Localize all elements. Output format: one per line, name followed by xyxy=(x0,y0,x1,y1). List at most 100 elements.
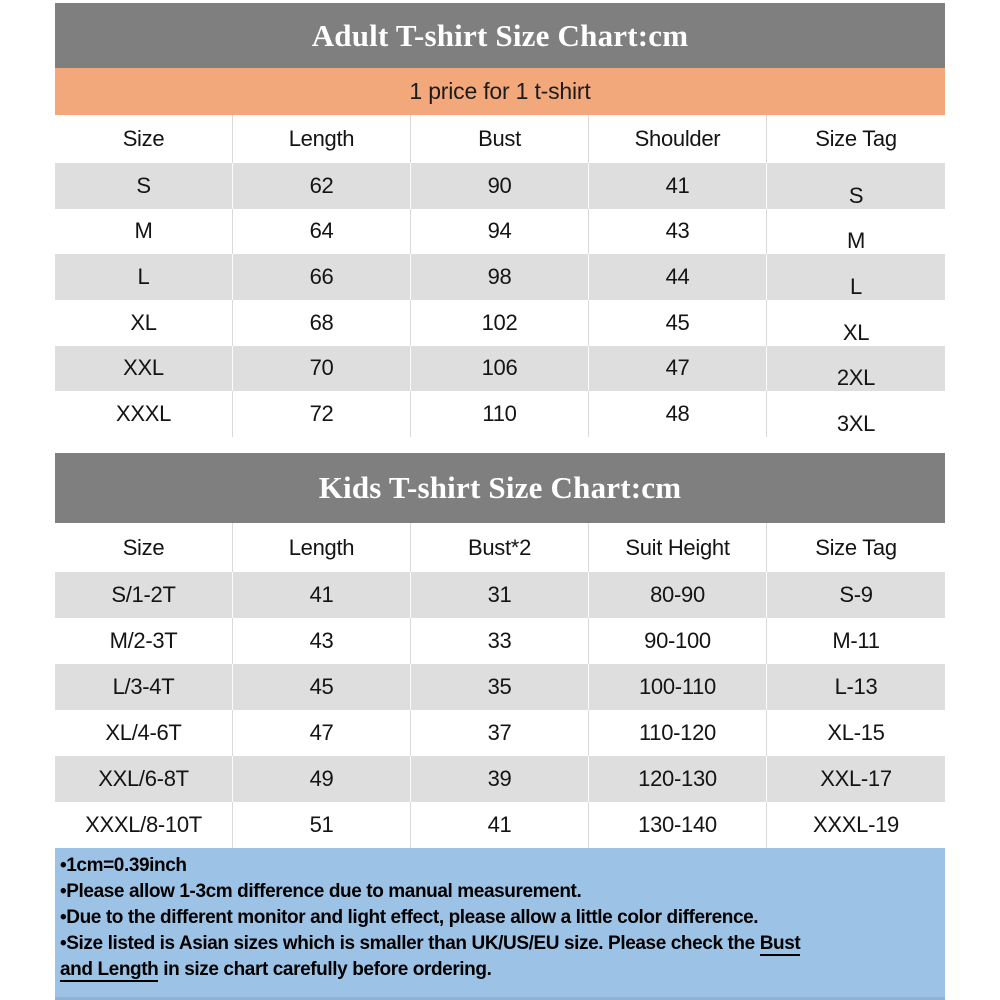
table-cell: 130-140 xyxy=(589,802,767,848)
table-cell: 41 xyxy=(233,572,411,618)
table-row: XXXL 72 110 48 3XL xyxy=(55,391,945,437)
adult-column-header-shoulder: Shoulder xyxy=(589,115,767,163)
table-cell: XXL-17 xyxy=(820,766,892,791)
table-cell: M xyxy=(846,228,866,254)
table-cell: 45 xyxy=(233,664,411,710)
table-cell: 100-110 xyxy=(589,664,767,710)
kids-column-header-suit-height: Suit Height xyxy=(589,523,767,572)
table-cell: L xyxy=(55,254,233,300)
table-cell: L-13 xyxy=(834,674,878,699)
table-cell: 110 xyxy=(411,391,589,437)
table-row: XXL 70 106 47 2XL xyxy=(55,345,945,392)
adult-section-title: Adult T-shirt Size Chart:cm xyxy=(311,17,689,53)
table-row: L 66 98 44 L xyxy=(55,254,945,300)
table-cell: XXXL-19 xyxy=(813,812,899,837)
table-cell: XL xyxy=(842,319,870,345)
table-cell: XXXL xyxy=(55,391,233,437)
note-text: Due to the different monitor and light e… xyxy=(66,907,759,928)
table-cell: 90 xyxy=(411,163,589,209)
table-cell: 45 xyxy=(589,299,767,346)
table-cell: 43 xyxy=(233,618,411,664)
adult-column-header-size: Size xyxy=(55,115,233,163)
note-line-asian-size: •Size listed is Asian sizes which is sma… xyxy=(60,931,933,983)
table-cell: 80-90 xyxy=(589,572,767,618)
kids-table-body: S/1-2T 41 31 80-90 S-9 M/2-3T 43 33 90-100 M-11 L/… xyxy=(55,572,945,848)
note-text: Size listed is Asian sizes which is smal… xyxy=(66,933,760,954)
table-cell: 33 xyxy=(411,618,589,664)
table-cell: 39 xyxy=(411,756,589,802)
kids-column-header-size-tag: Size Tag xyxy=(815,534,897,560)
table-cell: XXXL/8-10T xyxy=(55,802,233,848)
table-cell: 51 xyxy=(233,802,411,848)
table-cell: XL-15 xyxy=(827,720,885,745)
table-cell: 64 xyxy=(233,208,411,255)
bullet-icon: • xyxy=(60,907,67,928)
kids-title-bar: Kids T-shirt Size Chart:cm xyxy=(55,453,945,523)
table-row: XXXL/8-10T 51 41 130-140 XXXL-19 xyxy=(55,802,945,848)
table-cell: 94 xyxy=(411,208,589,255)
adult-column-header-size-tag: Size Tag xyxy=(815,126,897,151)
kids-column-header-bust2: Bust*2 xyxy=(411,523,589,572)
table-cell: 120-130 xyxy=(589,756,767,802)
table-cell: 31 xyxy=(411,572,589,618)
price-note-bar: 1 price for 1 t-shirt xyxy=(55,68,945,115)
note-text-underlined: Bust xyxy=(759,933,801,956)
table-cell: 35 xyxy=(411,664,589,710)
adult-title-bar: Adult T-shirt Size Chart:cm xyxy=(55,3,945,68)
bullet-icon: • xyxy=(60,881,67,902)
table-cell: 43 xyxy=(589,208,767,255)
table-cell: 90-100 xyxy=(589,618,767,664)
table-cell: 37 xyxy=(411,710,589,756)
adult-table-body: S 62 90 41 S M 64 94 43 M L 66 98 44 L XL 68 102 45 XL XXL 70… xyxy=(55,163,945,437)
bullet-icon: • xyxy=(60,933,67,954)
table-row: XL/4-6T 47 37 110-120 XL-15 xyxy=(55,710,945,756)
kids-column-header-length: Length xyxy=(233,523,411,572)
table-cell: M/2-3T xyxy=(55,618,233,664)
table-cell: S-9 xyxy=(839,582,873,607)
table-cell: L xyxy=(850,274,862,300)
kids-column-header-size: Size xyxy=(55,523,233,572)
table-cell: M-11 xyxy=(832,628,880,653)
table-cell: S xyxy=(848,182,864,208)
table-cell: 49 xyxy=(233,756,411,802)
table-cell: 44 xyxy=(589,254,767,300)
kids-section-title: Kids T-shirt Size Chart:cm xyxy=(318,470,682,505)
table-row: XL 68 102 45 XL xyxy=(55,299,945,346)
table-cell: 3XL xyxy=(836,411,876,437)
table-row: S/1-2T 41 31 80-90 S-9 xyxy=(55,572,945,618)
note-text: Please allow 1-3cm difference due to man… xyxy=(66,881,582,902)
table-cell: 62 xyxy=(233,163,411,209)
note-line-conversion: •1cm=0.39inch xyxy=(60,853,933,879)
table-cell: 48 xyxy=(589,391,767,437)
table-cell: S/1-2T xyxy=(55,572,233,618)
price-note-text: 1 price for 1 t-shirt xyxy=(409,78,591,104)
table-cell: 41 xyxy=(589,163,767,209)
table-cell: 102 xyxy=(411,299,589,346)
table-cell: 47 xyxy=(589,345,767,392)
table-cell: 72 xyxy=(233,391,411,437)
table-cell: 106 xyxy=(411,345,589,392)
note-text: in size chart carefully before ordering. xyxy=(158,959,492,980)
table-cell: 68 xyxy=(233,299,411,346)
notes-panel: •1cm=0.39inch •Please allow 1-3cm differ… xyxy=(55,848,945,1000)
table-cell: 41 xyxy=(411,802,589,848)
note-text-underlined: and Length xyxy=(60,959,159,982)
kids-table-header-row: Size Length Bust*2 Suit Height Size Tag xyxy=(55,523,945,572)
adult-table-header-row: Size Length Bust Shoulder Size Tag xyxy=(55,115,945,163)
table-cell: XXL/6-8T xyxy=(55,756,233,802)
note-text: 1cm=0.39inch xyxy=(66,855,187,876)
table-cell: S xyxy=(55,163,233,209)
table-cell: XL/4-6T xyxy=(55,710,233,756)
bullet-icon: • xyxy=(60,855,67,876)
table-cell: L/3-4T xyxy=(55,664,233,710)
table-row: L/3-4T 45 35 100-110 L-13 xyxy=(55,664,945,710)
table-row: XXL/6-8T 49 39 120-130 XXL-17 xyxy=(55,756,945,802)
note-line-color: •Due to the different monitor and light … xyxy=(60,905,933,931)
table-cell: 70 xyxy=(233,345,411,392)
table-cell: 110-120 xyxy=(589,710,767,756)
table-row: M 64 94 43 M xyxy=(55,208,945,255)
table-cell: 66 xyxy=(233,254,411,300)
table-row: S 62 90 41 S xyxy=(55,163,945,209)
table-cell: XL xyxy=(55,299,233,346)
